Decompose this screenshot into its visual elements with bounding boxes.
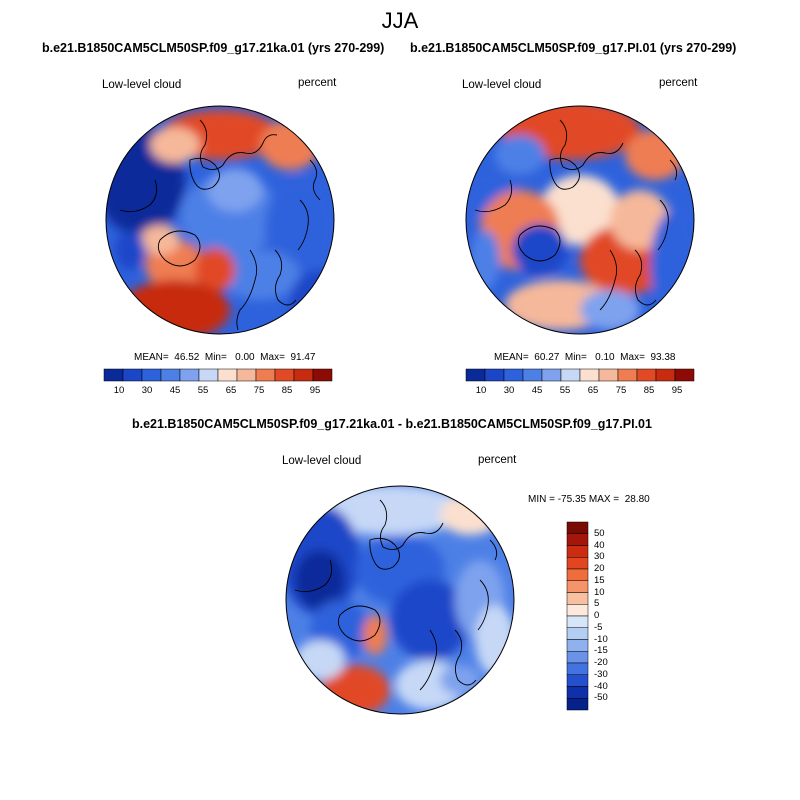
colorbar-tick-label: 55 — [197, 385, 209, 396]
colorbar-swatch — [566, 568, 589, 581]
colorbar-swatch — [312, 368, 333, 382]
panel3-unit-label: percent — [478, 454, 517, 466]
colorbar-swatch — [566, 639, 589, 652]
panel3-polar-map — [285, 485, 515, 715]
colorbar-swatch — [103, 368, 124, 382]
colorbar-tick-label: 30 — [141, 385, 153, 396]
colorbar-swatch — [255, 368, 276, 382]
colorbar-swatch — [674, 368, 695, 382]
colorbar-tick-label: 15 — [594, 574, 605, 586]
colorbar-tick-label: 45 — [169, 385, 181, 396]
colorbar-swatch — [566, 615, 589, 628]
colorbar-swatch — [522, 368, 543, 382]
colorbar-tick-label: -15 — [594, 645, 608, 657]
colorbar-tick-label: 0 — [594, 610, 600, 621]
panel2-colorbar — [465, 368, 695, 382]
panel3-stats: MIN = -75.35 MAX = 28.80 — [528, 494, 650, 505]
colorbar-swatch — [566, 545, 589, 558]
colorbar-tick-label: 50 — [594, 527, 605, 539]
colorbar-swatch — [293, 368, 314, 382]
colorbar-tick-label: 10 — [594, 586, 605, 598]
colorbar-tick-label: -10 — [594, 633, 608, 645]
colorbar-tick-label: 75 — [615, 385, 627, 396]
colorbar-swatch — [598, 368, 619, 382]
colorbar-tick-label: 55 — [559, 385, 571, 396]
panel1-polar-map — [105, 105, 335, 335]
colorbar-swatch — [122, 368, 143, 382]
colorbar-swatch — [274, 368, 295, 382]
colorbar-swatch — [655, 368, 676, 382]
colorbar-swatch — [179, 368, 200, 382]
colorbar-swatch — [217, 368, 238, 382]
colorbar-swatch — [566, 557, 589, 570]
colorbar-swatch — [566, 521, 589, 534]
panel3-variable-label: Low-level cloud — [282, 455, 362, 467]
colorbar-swatch — [141, 368, 162, 382]
panel1-colorbar — [103, 368, 333, 382]
colorbar-tick-label: 10 — [113, 385, 125, 396]
panel2-title: b.e21.B1850CAM5CLM50SP.f09_g17.PI.01 (yr… — [410, 41, 737, 55]
colorbar-swatch — [566, 533, 589, 546]
colorbar-tick-label: 65 — [587, 385, 599, 396]
colorbar-swatch — [566, 580, 589, 593]
panel1-variable-label: Low-level cloud — [102, 79, 182, 91]
colorbar-tick-label: -50 — [594, 692, 608, 704]
panel2-unit-label: percent — [659, 77, 698, 89]
colorbar-tick-label: 10 — [475, 385, 487, 396]
colorbar-swatch — [503, 368, 524, 382]
colorbar-swatch — [566, 686, 589, 699]
panel1-stats: MEAN= 46.52 Min= 0.00 Max= 91.47 — [134, 352, 316, 363]
colorbar-tick-label: -20 — [594, 657, 608, 668]
colorbar-swatch — [160, 368, 181, 382]
panel2-variable-label: Low-level cloud — [462, 79, 542, 91]
colorbar-swatch — [636, 368, 657, 382]
colorbar-tick-label: -5 — [594, 621, 603, 633]
panel3-colorbar — [566, 521, 589, 711]
colorbar-tick-label: 95 — [309, 385, 321, 396]
panel1-unit-label: percent — [298, 77, 337, 89]
colorbar-swatch — [484, 368, 505, 382]
colorbar-swatch — [566, 662, 589, 675]
colorbar-swatch — [617, 368, 638, 382]
colorbar-tick-label: 75 — [253, 385, 265, 396]
colorbar-swatch — [560, 368, 581, 382]
colorbar-tick-label: -30 — [594, 668, 608, 680]
colorbar-tick-label: 45 — [531, 385, 543, 396]
colorbar-tick-label: 20 — [594, 563, 605, 574]
panel2-polar-map — [465, 105, 695, 335]
colorbar-swatch — [198, 368, 219, 382]
colorbar-swatch — [465, 368, 486, 382]
colorbar-swatch — [566, 674, 589, 687]
colorbar-swatch — [566, 592, 589, 605]
colorbar-tick-label: 95 — [671, 385, 683, 396]
colorbar-tick-label: 5 — [594, 598, 600, 610]
colorbar-swatch — [566, 627, 589, 640]
colorbar-tick-label: 65 — [225, 385, 237, 396]
colorbar-tick-label: 30 — [594, 551, 605, 563]
season-title: JJA — [381, 8, 419, 33]
colorbar-swatch — [236, 368, 257, 382]
panel3-title: b.e21.B1850CAM5CLM50SP.f09_g17.21ka.01 -… — [132, 417, 652, 431]
colorbar-tick-label: 30 — [503, 385, 515, 396]
colorbar-tick-label: 85 — [643, 385, 655, 396]
colorbar-tick-label: 40 — [594, 539, 605, 551]
colorbar-swatch — [566, 604, 589, 617]
colorbar-swatch — [579, 368, 600, 382]
colorbar-swatch — [541, 368, 562, 382]
colorbar-tick-label: 85 — [281, 385, 293, 396]
colorbar-swatch — [566, 651, 589, 664]
colorbar-tick-label: -40 — [594, 680, 608, 692]
panel2-stats: MEAN= 60.27 Min= 0.10 Max= 93.38 — [494, 352, 676, 363]
colorbar-swatch — [566, 698, 589, 711]
panel1-title: b.e21.B1850CAM5CLM50SP.f09_g17.21ka.01 (… — [42, 41, 385, 55]
